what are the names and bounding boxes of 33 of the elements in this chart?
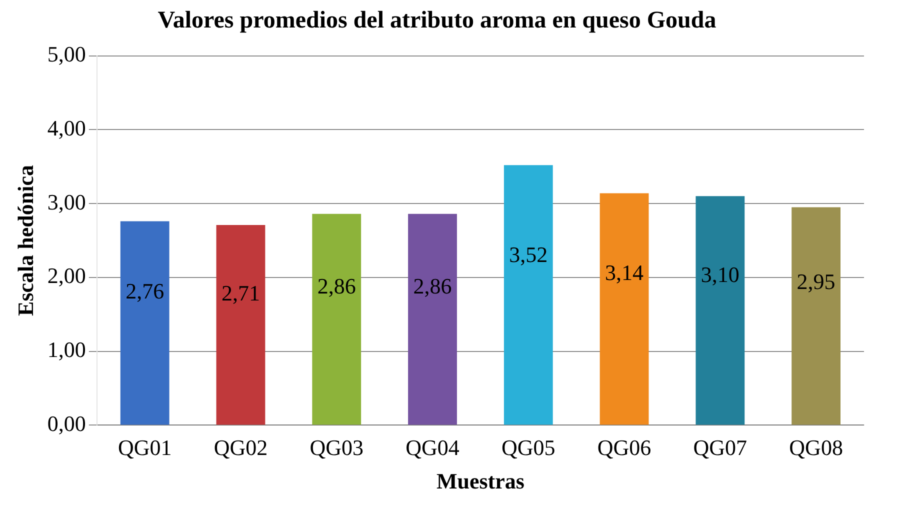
x-tick-label: QG05: [502, 435, 556, 460]
data-label: 3,10: [700, 262, 740, 287]
bar: [216, 224, 266, 425]
y-tick-label: 2,00: [47, 263, 86, 288]
data-label: 2,86: [317, 273, 356, 298]
x-tick-label: QG02: [214, 435, 268, 460]
data-label: 3,14: [605, 260, 644, 286]
y-tick-label: 3,00: [47, 189, 86, 214]
y-tick-label: 1,00: [47, 337, 86, 362]
bar: [792, 207, 841, 425]
y-tick-label: 0,00: [47, 410, 86, 436]
data-label: 2,86: [413, 273, 452, 298]
y-tick-label: 4,00: [47, 115, 86, 140]
data-label: 3,52: [509, 242, 548, 267]
data-label: 2,76: [126, 278, 164, 304]
x-tick-label: QG06: [597, 435, 652, 460]
chart-title: Valores promedios del atributo aroma en queso Gouda: [158, 8, 716, 34]
x-tick-label: QG08: [789, 435, 843, 460]
bar: [600, 193, 649, 425]
y-axis-title: Escala hedónica: [12, 165, 38, 316]
y-tick-label: 5,00: [47, 42, 86, 67]
data-label: 2,95: [796, 269, 836, 294]
bar: [696, 196, 745, 425]
x-tick-label: QG03: [310, 435, 364, 460]
bar: [504, 165, 553, 425]
x-tick-label: QG01: [118, 435, 172, 460]
bar: [408, 214, 457, 425]
bar: [312, 214, 362, 425]
x-axis-title: Muestras: [436, 468, 525, 494]
data-label: 2,71: [221, 280, 260, 306]
x-tick-label: QG07: [693, 435, 748, 460]
x-tick-label: QG04: [406, 435, 460, 460]
bar: [120, 221, 170, 425]
